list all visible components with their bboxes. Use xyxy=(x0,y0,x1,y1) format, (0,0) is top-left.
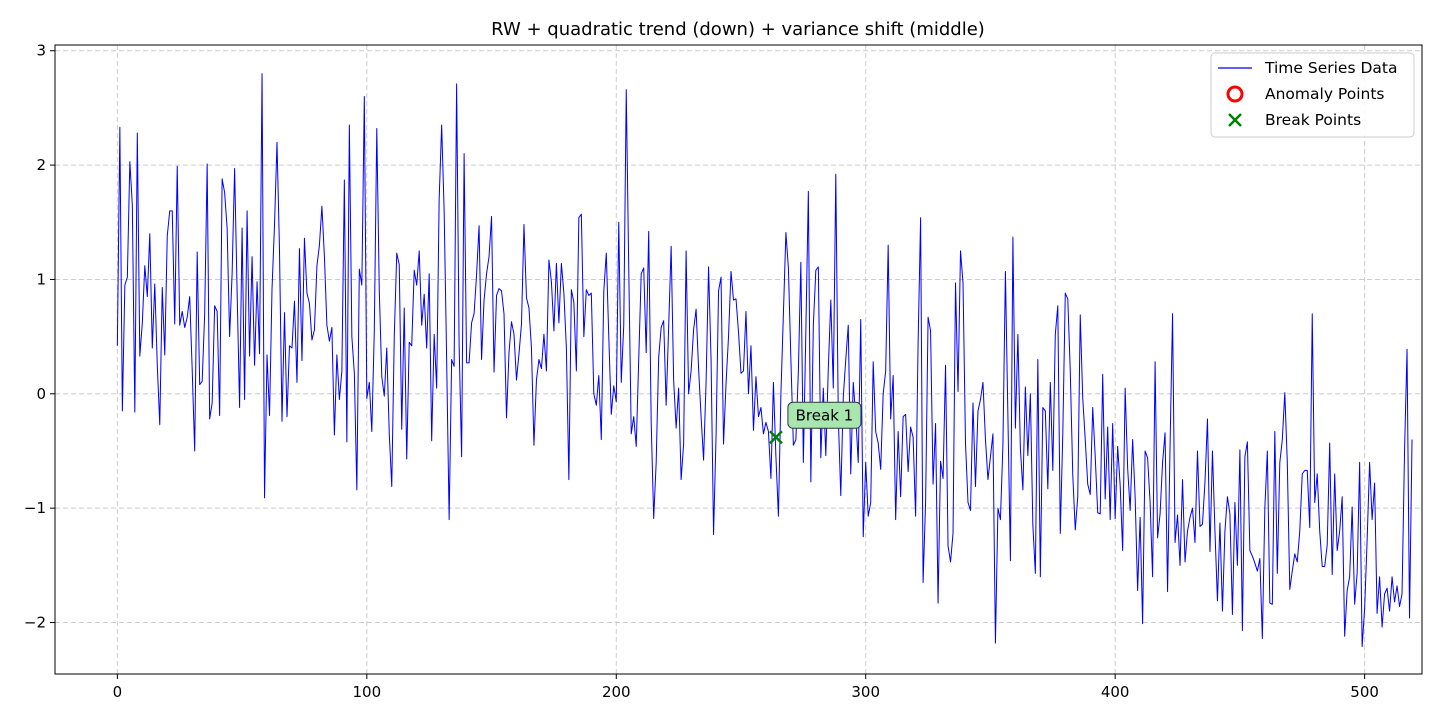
legend: Time Series Data Anomaly Points Break Poin… xyxy=(1210,52,1415,138)
series-line xyxy=(116,73,1413,648)
legend-entry: Time Series Data xyxy=(1218,59,1397,77)
y-tick-label: −2 xyxy=(24,614,46,632)
legend-entry: Break Points xyxy=(1228,111,1361,129)
x-tick-label: 0 xyxy=(113,683,123,701)
x-axis: 0 100 200 300 400 500 xyxy=(113,674,1379,701)
x-tick-label: 100 xyxy=(352,683,381,701)
break-label-box xyxy=(787,401,862,429)
series-layer xyxy=(116,73,1413,648)
break-label: Break 1 xyxy=(796,406,854,424)
legend-circle-swatch xyxy=(1226,85,1244,103)
y-tick-label: −1 xyxy=(24,499,46,517)
legend-label: Break Points xyxy=(1265,111,1361,129)
legend-label: Time Series Data xyxy=(1264,59,1397,77)
y-axis: −2 −1 0 1 2 3 xyxy=(24,42,55,632)
legend-entry: Anomaly Points xyxy=(1226,85,1384,103)
chart-title: RW + quadratic trend (down) + variance s… xyxy=(491,19,985,40)
x-tick-label: 200 xyxy=(602,683,631,701)
x-tick-label: 400 xyxy=(1101,683,1130,701)
legend-x-swatch xyxy=(1228,113,1242,127)
y-tick-label: 1 xyxy=(36,270,46,288)
x-tick-label: 500 xyxy=(1350,683,1379,701)
break-point xyxy=(769,430,783,445)
x-tick-label: 300 xyxy=(851,683,880,701)
y-tick-label: 0 xyxy=(36,385,46,403)
legend-box xyxy=(1210,52,1415,138)
y-tick-label: 2 xyxy=(36,156,46,174)
legend-label: Anomaly Points xyxy=(1265,85,1384,103)
plot-frame xyxy=(54,44,1423,675)
annotation-layer: Break 1 xyxy=(769,401,862,445)
y-tick-label: 3 xyxy=(36,42,46,60)
